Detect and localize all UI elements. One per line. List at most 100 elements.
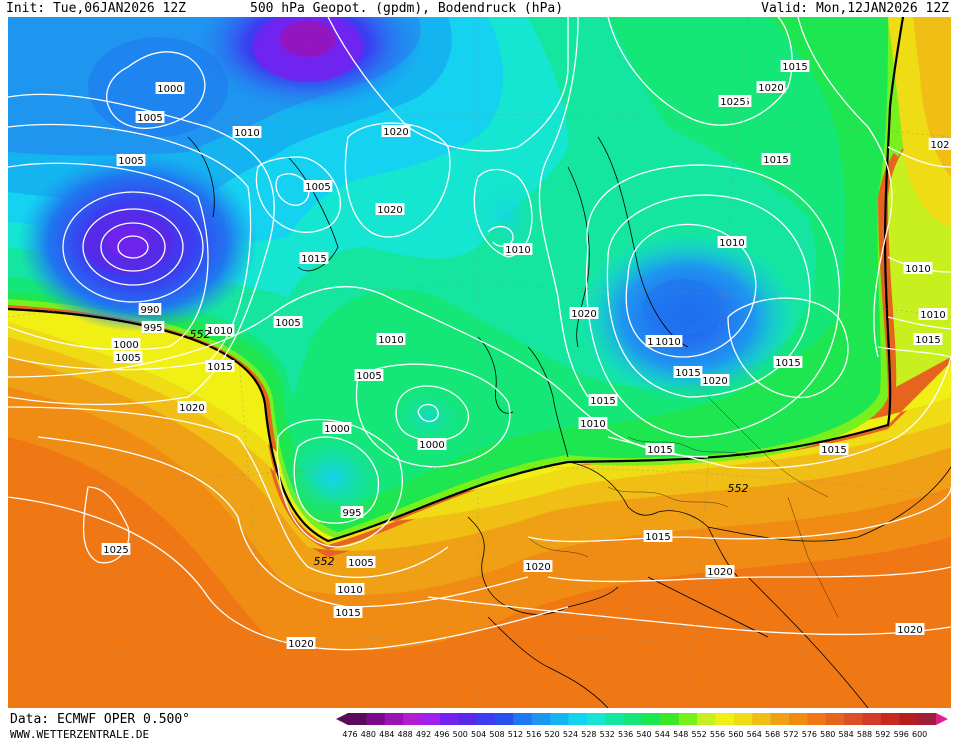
legend-swatch	[917, 713, 937, 725]
legend-swatch	[899, 713, 919, 725]
isobar-label: 1010	[205, 324, 235, 337]
isobar-label: 1000	[322, 422, 352, 435]
legend-arrow-left	[336, 713, 348, 725]
svg-text:990: 990	[140, 305, 159, 316]
isobar-label: 995	[141, 321, 165, 334]
legend-swatch	[476, 713, 496, 725]
svg-text:1020: 1020	[383, 127, 408, 138]
svg-text:1005: 1005	[356, 371, 381, 382]
legend-tick-label: 556	[710, 730, 725, 739]
svg-text:1015: 1015	[782, 62, 807, 73]
svg-text:995: 995	[342, 508, 361, 519]
legend-tick-label: 512	[508, 730, 523, 739]
legend-tick-label: 504	[471, 730, 486, 739]
svg-text:1005: 1005	[305, 182, 330, 193]
data-source: Data: ECMWF OPER 0.500°	[10, 712, 191, 727]
svg-text:1020: 1020	[707, 567, 732, 578]
isobar-label: 1020	[756, 81, 786, 94]
legend-tick-label: 584	[838, 730, 853, 739]
isobar-label: 1010	[903, 262, 933, 275]
isobar-label: 1010	[578, 417, 608, 430]
coastlines	[187, 136, 951, 708]
isobar-label: 1005	[346, 556, 376, 569]
isobar-label: 1020	[523, 560, 553, 573]
svg-text:1015: 1015	[915, 335, 940, 346]
isobar-label: 1020	[705, 565, 735, 578]
svg-text:1000: 1000	[157, 84, 182, 95]
svg-text:1010: 1010	[505, 245, 530, 256]
graticule	[8, 17, 951, 708]
svg-text:102: 102	[930, 140, 949, 151]
svg-text:995: 995	[143, 323, 162, 334]
svg-text:1015: 1015	[207, 362, 232, 373]
contour-label: 552	[314, 555, 335, 568]
legend-swatch	[550, 713, 569, 725]
color-legend: 476 480 484 488 492 496 500 504 508 512 516 520 524 5…	[336, 713, 958, 739]
svg-text:1020: 1020	[571, 309, 596, 320]
legend-tick-label: 580	[820, 730, 835, 739]
legend-tick-label: 480	[361, 730, 376, 739]
svg-text:1005: 1005	[275, 318, 300, 329]
legend-tick-label: 532	[600, 730, 615, 739]
isobar-label: 1010	[232, 126, 262, 139]
legend-swatch	[880, 713, 900, 725]
svg-text:1010: 1010	[337, 585, 362, 596]
isobar-label: 1020	[700, 374, 730, 387]
legend-tick-label: 484	[379, 730, 394, 739]
legend-swatch	[531, 713, 551, 725]
svg-text:1025: 1025	[103, 545, 128, 556]
svg-text:1015: 1015	[645, 532, 670, 543]
svg-text:1010: 1010	[920, 310, 945, 321]
legend-tick-label: 564	[747, 730, 762, 739]
legend-swatch	[458, 713, 478, 725]
isobar-label: 1010	[653, 335, 683, 348]
isobar-label: 102	[928, 138, 951, 151]
legend-arrow-right	[936, 713, 948, 725]
isobar-label: 1015	[643, 530, 673, 543]
legend-swatch	[568, 713, 588, 725]
svg-text:1005: 1005	[348, 558, 373, 569]
contour-labels: 552 552 552	[190, 328, 749, 568]
svg-text:1020: 1020	[758, 83, 783, 94]
legend-swatch	[495, 713, 514, 725]
svg-text:1010: 1010	[378, 335, 403, 346]
svg-text:1000: 1000	[113, 340, 138, 351]
borders	[527, 396, 839, 618]
svg-text:1010: 1010	[580, 419, 605, 430]
isobar-label: 1005	[113, 351, 143, 364]
isobar-label: 1025	[101, 543, 131, 556]
svg-text:1020: 1020	[702, 376, 727, 387]
legend-swatch	[366, 713, 386, 725]
svg-text:1020: 1020	[897, 625, 922, 636]
legend-tick-label: 596	[894, 730, 909, 739]
isobar-label: 1015	[673, 366, 703, 379]
isobar-label: 1010	[503, 243, 533, 256]
legend-tick-label: 576	[802, 730, 817, 739]
isobar-label: 1020	[286, 637, 316, 650]
svg-text:1015: 1015	[335, 608, 360, 619]
legend-swatch	[439, 713, 459, 725]
svg-text:552: 552	[314, 555, 335, 568]
isobar-label: 1005	[135, 111, 165, 124]
legend-swatch	[623, 713, 643, 725]
isobar-label: 1005	[354, 369, 384, 382]
isobar-label: 1015	[819, 443, 849, 456]
weather-map: 1000 1005 1010 1020 1005 1005 1020 1015 1010 1015…	[8, 17, 951, 708]
legend-tick-label: 488	[397, 730, 412, 739]
contour-label: 552	[728, 482, 749, 495]
legend-swatch	[733, 713, 753, 725]
isobar-label: 1010	[717, 236, 747, 249]
isobar-label: 1020	[375, 203, 405, 216]
legend-swatch	[586, 713, 606, 725]
legend-tick-label: 536	[618, 730, 633, 739]
valid-time: Valid: Mon,12JAN2026 12Z	[761, 1, 949, 16]
isobar-label: 1015	[205, 360, 235, 373]
legend-tick-label: 496	[434, 730, 449, 739]
svg-text:1010: 1010	[905, 264, 930, 275]
isobar-label: 990	[138, 303, 162, 316]
isobar-label: 1010	[918, 308, 948, 321]
legend-tick-label: 492	[416, 730, 431, 739]
isobar-label: 1015	[588, 394, 618, 407]
